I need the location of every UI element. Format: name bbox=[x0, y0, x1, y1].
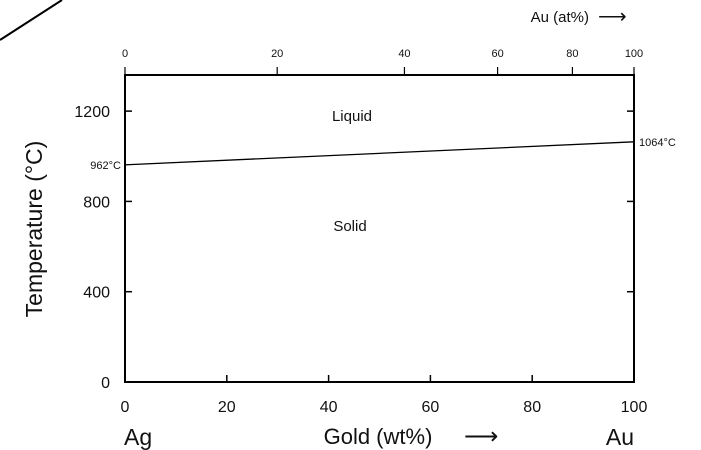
series-layer bbox=[124, 141, 635, 166]
bottom-axis-arrow: ⟶ bbox=[464, 423, 498, 450]
x-tick-label-top: 80 bbox=[566, 48, 578, 60]
melting-line-point bbox=[124, 164, 126, 166]
melting-line bbox=[124, 141, 635, 166]
y-tick-label: 1200 bbox=[74, 104, 110, 121]
top-axis-title: Au (at%) bbox=[531, 9, 589, 26]
x-tick-label-top: 100 bbox=[625, 48, 643, 60]
x-tick-label-top: 40 bbox=[398, 48, 410, 60]
melting-point-ag-label: 962°C bbox=[90, 160, 121, 172]
x-tick-label-top: 20 bbox=[271, 48, 283, 60]
x-tick-label-bottom: 40 bbox=[320, 399, 338, 416]
melting-line-point bbox=[633, 141, 635, 143]
region-liquid-label: Liquid bbox=[332, 108, 372, 125]
x-ticks-bottom: 0 20 40 60 80 100 bbox=[121, 375, 648, 416]
x-ticks-top: 0 20 40 60 80 100 bbox=[122, 48, 643, 75]
plot-frame bbox=[124, 74, 635, 383]
x-tick-label-bottom: 0 bbox=[121, 399, 130, 416]
y-ticks: 0 400 800 1200 bbox=[74, 104, 634, 392]
x-tick-label-top: 0 bbox=[122, 48, 128, 60]
y-axis-title: Temperature (°C) bbox=[21, 141, 47, 318]
y-tick-label: 800 bbox=[83, 194, 110, 211]
top-axis-arrow: ⟶ bbox=[598, 6, 627, 28]
y-tick-label: 400 bbox=[83, 285, 110, 302]
x-tick-label-bottom: 100 bbox=[621, 399, 648, 416]
x-tick-label-bottom: 80 bbox=[523, 399, 541, 416]
x-tick-label-bottom: 20 bbox=[218, 399, 236, 416]
left-end-label-ag: Ag bbox=[124, 424, 152, 450]
y-tick-label: 0 bbox=[101, 375, 110, 392]
bottom-axis-title: Gold (wt%) bbox=[324, 424, 433, 449]
region-solid-label: Solid bbox=[333, 218, 366, 235]
corner-mark bbox=[0, 0, 63, 41]
right-end-label-au: Au bbox=[606, 424, 634, 450]
x-tick-label-bottom: 60 bbox=[422, 399, 440, 416]
x-tick-label-top: 60 bbox=[491, 48, 503, 60]
melting-point-au-label: 1064°C bbox=[639, 137, 676, 149]
